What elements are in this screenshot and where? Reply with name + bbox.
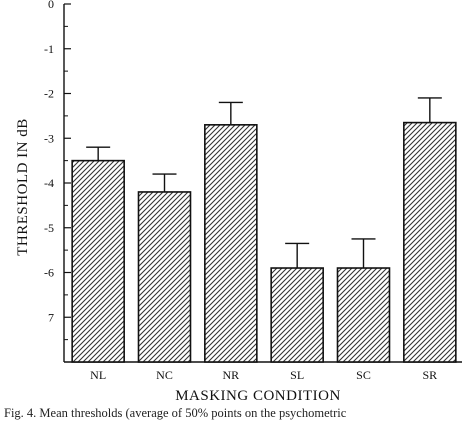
bar-nc (137, 191, 192, 363)
y-tick-label: -2 (44, 87, 54, 101)
y-tick-label: 0 (48, 0, 54, 11)
bar-nr (204, 124, 258, 363)
category-label-sr: SR (422, 368, 437, 382)
error-bars (86, 97, 442, 269)
bars (71, 121, 457, 363)
bar-sc (336, 267, 391, 363)
category-label-nr: NR (222, 368, 239, 382)
bar-sl (270, 267, 324, 363)
y-axis: 0 -1 -2 -3 -4 -5 -6 7 (44, 0, 71, 362)
category-label-sl: SL (290, 368, 304, 382)
y-tick-label: 7 (48, 310, 54, 324)
y-tick-label: -1 (44, 42, 54, 56)
category-label-sc: SC (356, 368, 371, 382)
category-label-nc: NC (156, 368, 173, 382)
y-tick-label: -6 (44, 266, 54, 280)
bar-sr (403, 121, 457, 363)
x-axis-title: MASKING CONDITION (175, 388, 341, 404)
bar-nl (71, 159, 125, 363)
category-label-nl: NL (90, 368, 106, 382)
y-tick-label: -3 (44, 131, 54, 145)
y-tick-label: -4 (44, 176, 54, 190)
y-axis-title: THRESHOLD IN dB (15, 118, 31, 256)
y-tick-label: -5 (44, 221, 54, 235)
figure-caption: Fig. 4. Mean thresholds (average of 50% … (4, 406, 347, 420)
category-labels: NL NC NR SL SC SR (90, 368, 437, 382)
